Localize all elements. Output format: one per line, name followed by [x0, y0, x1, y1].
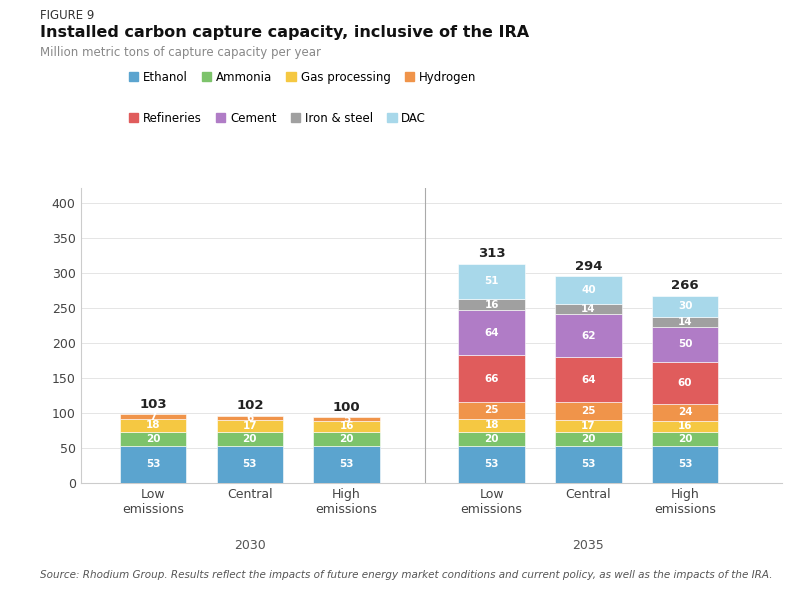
Text: Million metric tons of capture capacity per year: Million metric tons of capture capacity … [40, 46, 322, 59]
Bar [555, 432, 621, 446]
Text: 18: 18 [146, 421, 160, 431]
Bar [652, 362, 718, 403]
Bar [120, 414, 186, 419]
Text: 20: 20 [146, 434, 160, 444]
Text: 53: 53 [339, 459, 354, 469]
Text: 30: 30 [678, 302, 692, 311]
Text: 53: 53 [146, 459, 160, 469]
Text: 25: 25 [581, 406, 596, 416]
Text: 5: 5 [343, 414, 350, 424]
Text: 64: 64 [581, 375, 596, 385]
Bar [555, 420, 621, 432]
Bar [314, 446, 380, 483]
Bar [555, 358, 621, 402]
Text: 16: 16 [678, 421, 692, 431]
Text: 50: 50 [678, 339, 692, 349]
Text: 20: 20 [339, 434, 354, 444]
Text: 14: 14 [678, 317, 692, 327]
Text: Source: Rhodium Group. Results reflect the impacts of future energy market condi: Source: Rhodium Group. Results reflect t… [40, 570, 773, 580]
Text: 25: 25 [484, 405, 499, 415]
Text: Installed carbon capture capacity, inclusive of the IRA: Installed carbon capture capacity, inclu… [40, 25, 530, 39]
Bar [217, 446, 283, 483]
Bar [459, 299, 525, 310]
Text: 14: 14 [581, 304, 596, 314]
Text: 17: 17 [243, 421, 257, 431]
Bar [459, 355, 525, 402]
Bar [459, 419, 525, 432]
Bar [459, 263, 525, 299]
Bar [652, 403, 718, 421]
Bar [652, 432, 718, 446]
Text: 24: 24 [678, 407, 692, 417]
Bar [314, 417, 380, 421]
Text: 17: 17 [581, 421, 596, 431]
Text: 40: 40 [581, 285, 596, 295]
Bar [555, 314, 621, 358]
Bar [652, 327, 718, 362]
Text: 20: 20 [243, 434, 257, 444]
Text: 20: 20 [678, 434, 692, 444]
Text: 103: 103 [139, 398, 167, 411]
Text: 7: 7 [149, 412, 157, 422]
Text: 18: 18 [484, 421, 499, 431]
Bar [120, 419, 186, 432]
Text: 62: 62 [581, 331, 596, 340]
Text: 53: 53 [484, 459, 499, 469]
Bar [314, 432, 380, 446]
Text: 20: 20 [484, 434, 499, 444]
Text: 53: 53 [581, 459, 596, 469]
Text: 64: 64 [484, 328, 499, 338]
Text: 66: 66 [484, 373, 499, 383]
Bar [120, 432, 186, 446]
Bar [459, 402, 525, 419]
Bar [555, 304, 621, 314]
Legend: Refineries, Cement, Iron & steel, DAC: Refineries, Cement, Iron & steel, DAC [129, 112, 426, 125]
Bar [217, 432, 283, 446]
Bar [555, 402, 621, 420]
Text: 294: 294 [575, 260, 602, 273]
Text: 100: 100 [333, 401, 360, 413]
Bar [652, 296, 718, 317]
Text: 16: 16 [484, 300, 499, 310]
Bar [459, 432, 525, 446]
Text: 2030: 2030 [234, 539, 266, 552]
Bar [652, 421, 718, 432]
Text: 6: 6 [247, 413, 253, 423]
Text: 20: 20 [581, 434, 596, 444]
Text: 60: 60 [678, 378, 692, 388]
Text: 53: 53 [678, 459, 692, 469]
Text: 2035: 2035 [572, 539, 604, 552]
Bar [120, 446, 186, 483]
Bar [555, 446, 621, 483]
Text: 266: 266 [671, 279, 699, 292]
Bar [652, 446, 718, 483]
Bar [459, 446, 525, 483]
Bar [459, 310, 525, 355]
Bar [555, 276, 621, 304]
Text: 102: 102 [236, 399, 264, 412]
Bar [652, 317, 718, 327]
Bar [217, 416, 283, 420]
Text: FIGURE 9: FIGURE 9 [40, 9, 94, 22]
Text: 53: 53 [243, 459, 257, 469]
Text: 16: 16 [339, 421, 354, 431]
Text: 313: 313 [478, 247, 505, 260]
Bar [314, 421, 380, 432]
Bar [217, 420, 283, 432]
Text: 51: 51 [484, 276, 499, 286]
